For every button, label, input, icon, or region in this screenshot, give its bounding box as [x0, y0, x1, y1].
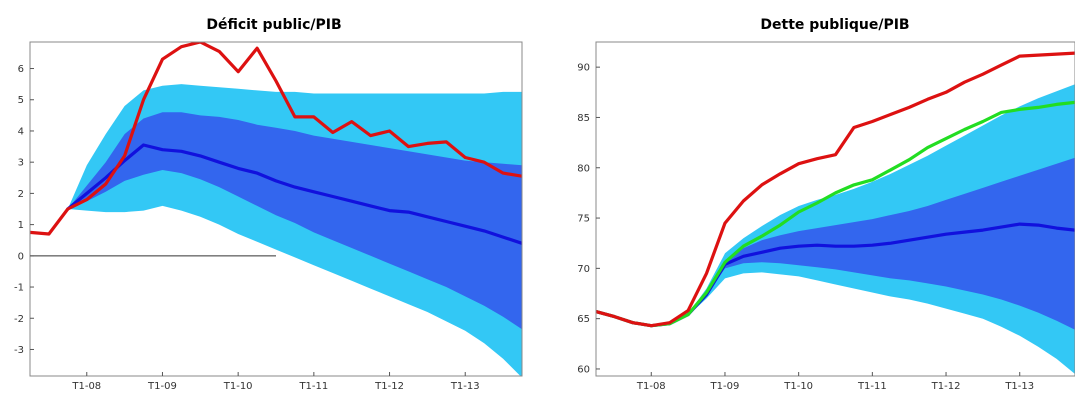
deficit-xtick-label: T1-08: [71, 381, 101, 392]
debt-chart-title: Dette publique/PIB: [760, 17, 909, 33]
deficit-xtick-label: T1-13: [450, 381, 480, 392]
deficit-ytick-label: -1: [14, 283, 24, 294]
debt-ytick-label: 80: [577, 163, 590, 174]
debt-plot-area: [596, 51, 1075, 375]
deficit-band-1: [67, 112, 522, 330]
deficit-plot-frame: [29, 41, 523, 377]
debt-series-line-1: [596, 100, 1075, 328]
deficit-ytick-label: 4: [18, 126, 24, 137]
debt-xtick-label: T1-10: [783, 381, 813, 392]
deficit-ytick-label: 2: [18, 189, 24, 200]
deficit-series-line-0: [66, 143, 522, 245]
deficit-xtick-label: T1-09: [147, 381, 177, 392]
debt-ytick-label: 65: [577, 314, 590, 325]
deficit-chart-title: Déficit public/PIB: [206, 17, 341, 33]
debt-xtick-label: T1-11: [857, 381, 887, 392]
debt-ytick-label: 60: [577, 364, 590, 375]
deficit-ytick-label: -2: [14, 314, 24, 325]
debt-ytick-label: 70: [577, 264, 590, 275]
debt-chart-panel: Dette publique/PIB 60 65 70 75 80 85 90 T1-08 T1…: [577, 17, 1075, 392]
debt-band-1: [596, 157, 1075, 330]
deficit-ytick-label: 1: [18, 220, 24, 231]
deficit-plot-area: [30, 42, 522, 376]
deficit-ytick-label: 3: [18, 158, 24, 169]
deficit-chart-panel: Déficit public/PIB -3 -2 -1 0 1 2 3 4 5 6 T1-08 T1-…: [14, 17, 523, 392]
debt-xtick-label: T1-13: [1004, 381, 1034, 392]
debt-ytick-label: 75: [577, 214, 590, 225]
deficit-ytick-label: 0: [18, 251, 24, 262]
debt-series-line-2: [596, 51, 1075, 328]
debt-plot-frame: [595, 41, 1075, 377]
debt-xtick-label: T1-09: [710, 381, 740, 392]
deficit-ytick-label: -3: [14, 345, 24, 356]
deficit-ytick-label: 6: [18, 64, 24, 75]
debt-ytick-label: 90: [577, 63, 590, 74]
deficit-xtick-label: T1-12: [374, 381, 404, 392]
deficit-xtick-label: T1-10: [223, 381, 253, 392]
deficit-xtick-label: T1-11: [298, 381, 328, 392]
debt-ytick-label: 85: [577, 113, 590, 124]
debt-xtick-label: T1-12: [931, 381, 961, 392]
deficit-ytick-label: 5: [18, 95, 24, 106]
deficit-series-line-1: [30, 42, 522, 236]
debt-xtick-label: T1-08: [636, 381, 666, 392]
